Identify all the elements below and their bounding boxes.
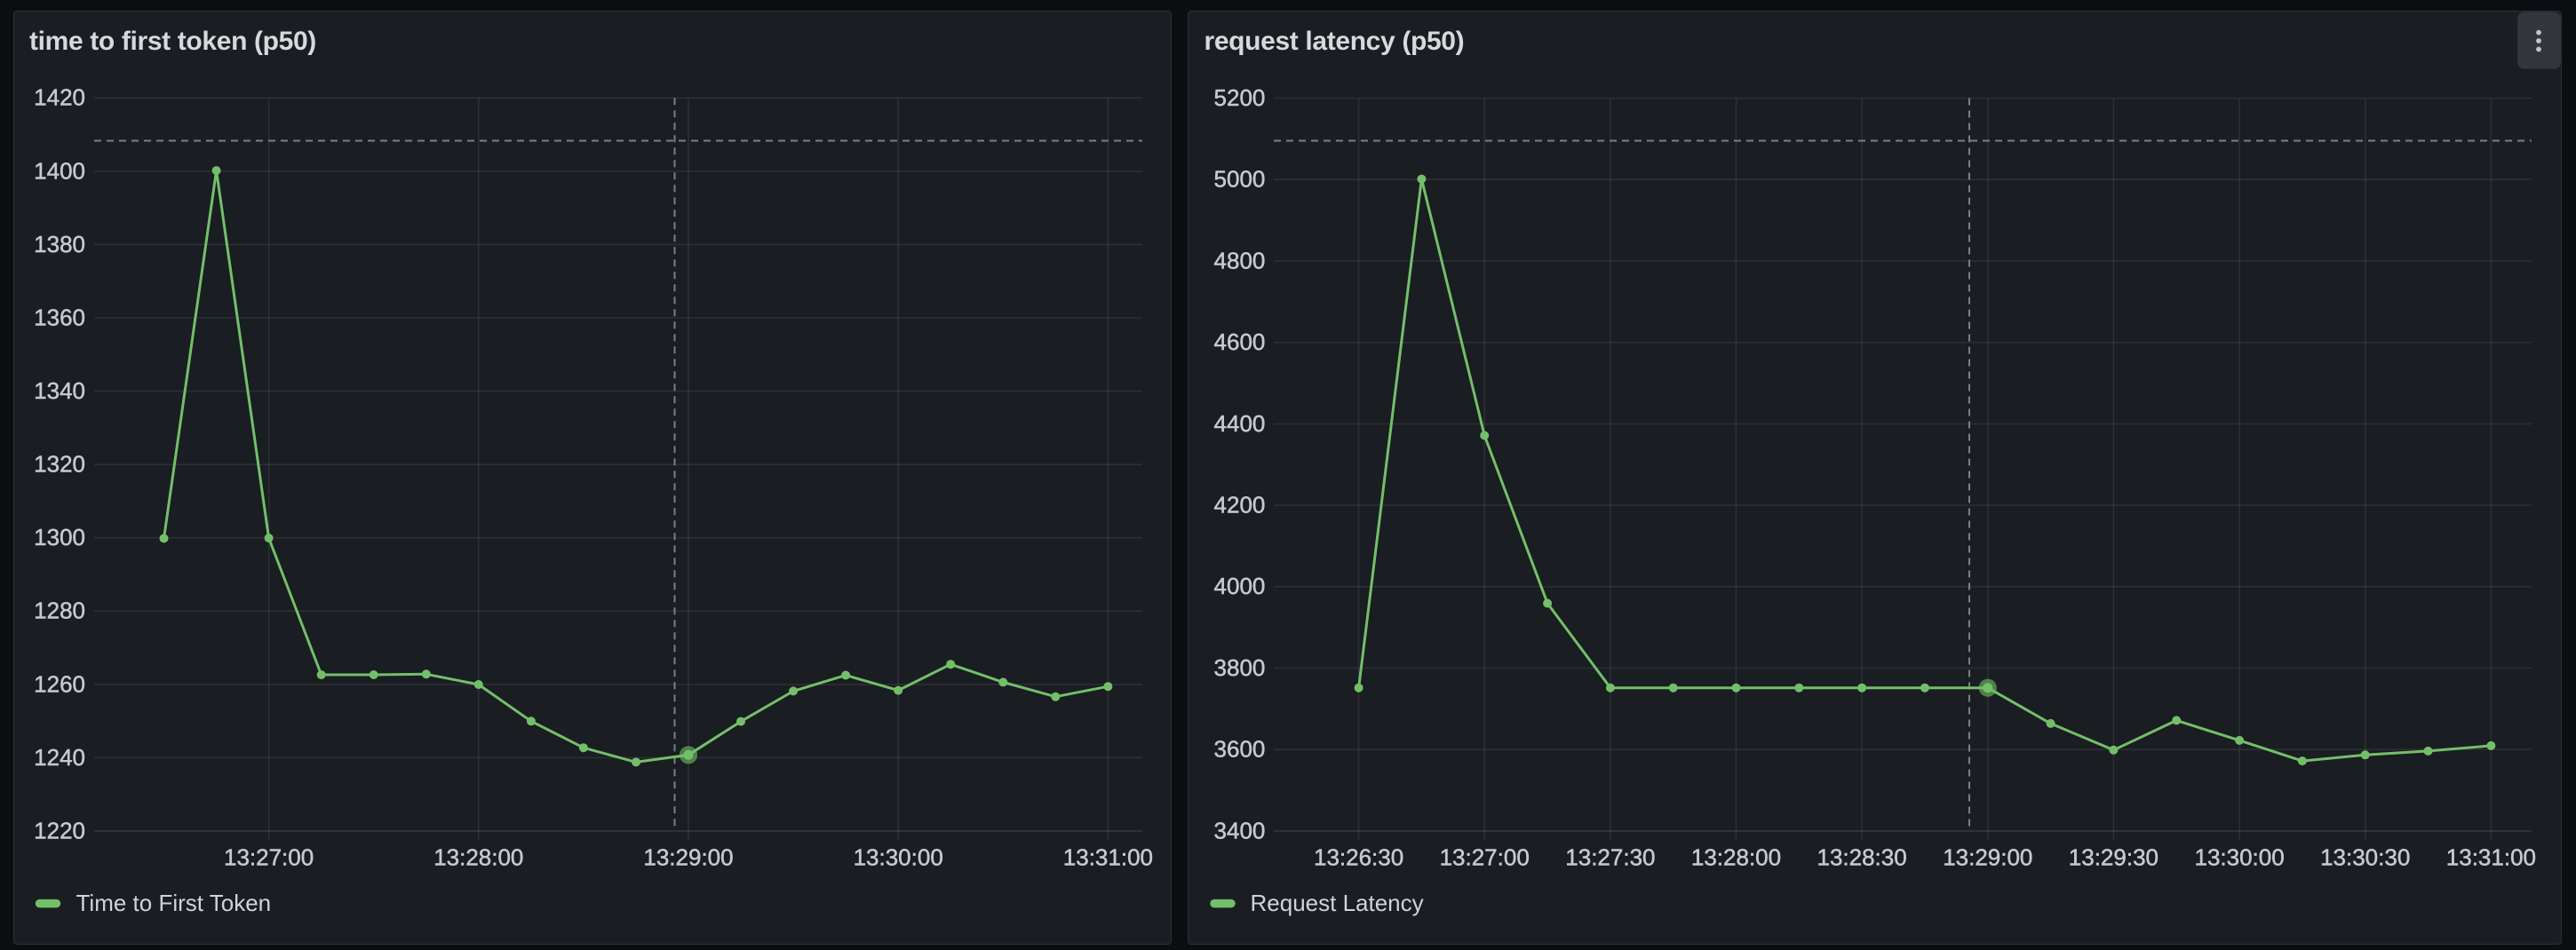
svg-text:13:29:00: 13:29:00 [643, 844, 733, 871]
svg-text:1420: 1420 [34, 84, 85, 111]
svg-text:13:31:00: 13:31:00 [1063, 844, 1153, 871]
svg-text:13:30:30: 13:30:30 [2320, 844, 2410, 871]
svg-text:4600: 4600 [1214, 329, 1266, 355]
svg-text:13:27:30: 13:27:30 [1565, 844, 1655, 871]
svg-text:13:27:00: 13:27:00 [1440, 844, 1530, 871]
svg-text:4000: 4000 [1214, 573, 1266, 599]
svg-text:4200: 4200 [1214, 492, 1266, 519]
svg-text:13:30:00: 13:30:00 [854, 844, 943, 871]
svg-text:1300: 1300 [34, 524, 85, 550]
svg-text:Time to First Token: Time to First Token [76, 890, 272, 916]
svg-text:4400: 4400 [1214, 410, 1266, 437]
svg-text:3600: 3600 [1214, 736, 1266, 763]
svg-text:1360: 1360 [34, 304, 85, 330]
svg-text:13:29:00: 13:29:00 [1943, 844, 2032, 871]
svg-text:time to first token (p50): time to first token (p50) [29, 27, 316, 56]
svg-text:13:31:00: 13:31:00 [2446, 844, 2536, 871]
svg-text:13:30:00: 13:30:00 [2194, 844, 2284, 871]
svg-text:13:28:30: 13:28:30 [1817, 844, 1906, 871]
svg-text:13:29:30: 13:29:30 [2069, 844, 2159, 871]
svg-text:1220: 1220 [34, 817, 85, 843]
svg-text:13:28:00: 13:28:00 [433, 844, 523, 871]
svg-text:1260: 1260 [34, 670, 85, 697]
svg-text:1280: 1280 [34, 598, 85, 624]
svg-text:13:28:00: 13:28:00 [1691, 844, 1781, 871]
svg-text:1340: 1340 [34, 377, 85, 404]
svg-text:3400: 3400 [1214, 817, 1266, 843]
svg-text:13:26:30: 13:26:30 [1314, 844, 1403, 871]
svg-text:13:27:00: 13:27:00 [224, 844, 314, 871]
svg-text:request latency (p50): request latency (p50) [1205, 27, 1465, 56]
svg-text:5200: 5200 [1214, 84, 1266, 111]
svg-text:4800: 4800 [1214, 247, 1266, 273]
svg-text:Request Latency: Request Latency [1251, 890, 1424, 916]
svg-text:1240: 1240 [34, 744, 85, 771]
svg-text:1320: 1320 [34, 451, 85, 478]
svg-text:5000: 5000 [1214, 166, 1266, 193]
svg-text:3800: 3800 [1214, 654, 1266, 681]
svg-text:1400: 1400 [34, 157, 85, 184]
svg-text:1380: 1380 [34, 231, 85, 257]
